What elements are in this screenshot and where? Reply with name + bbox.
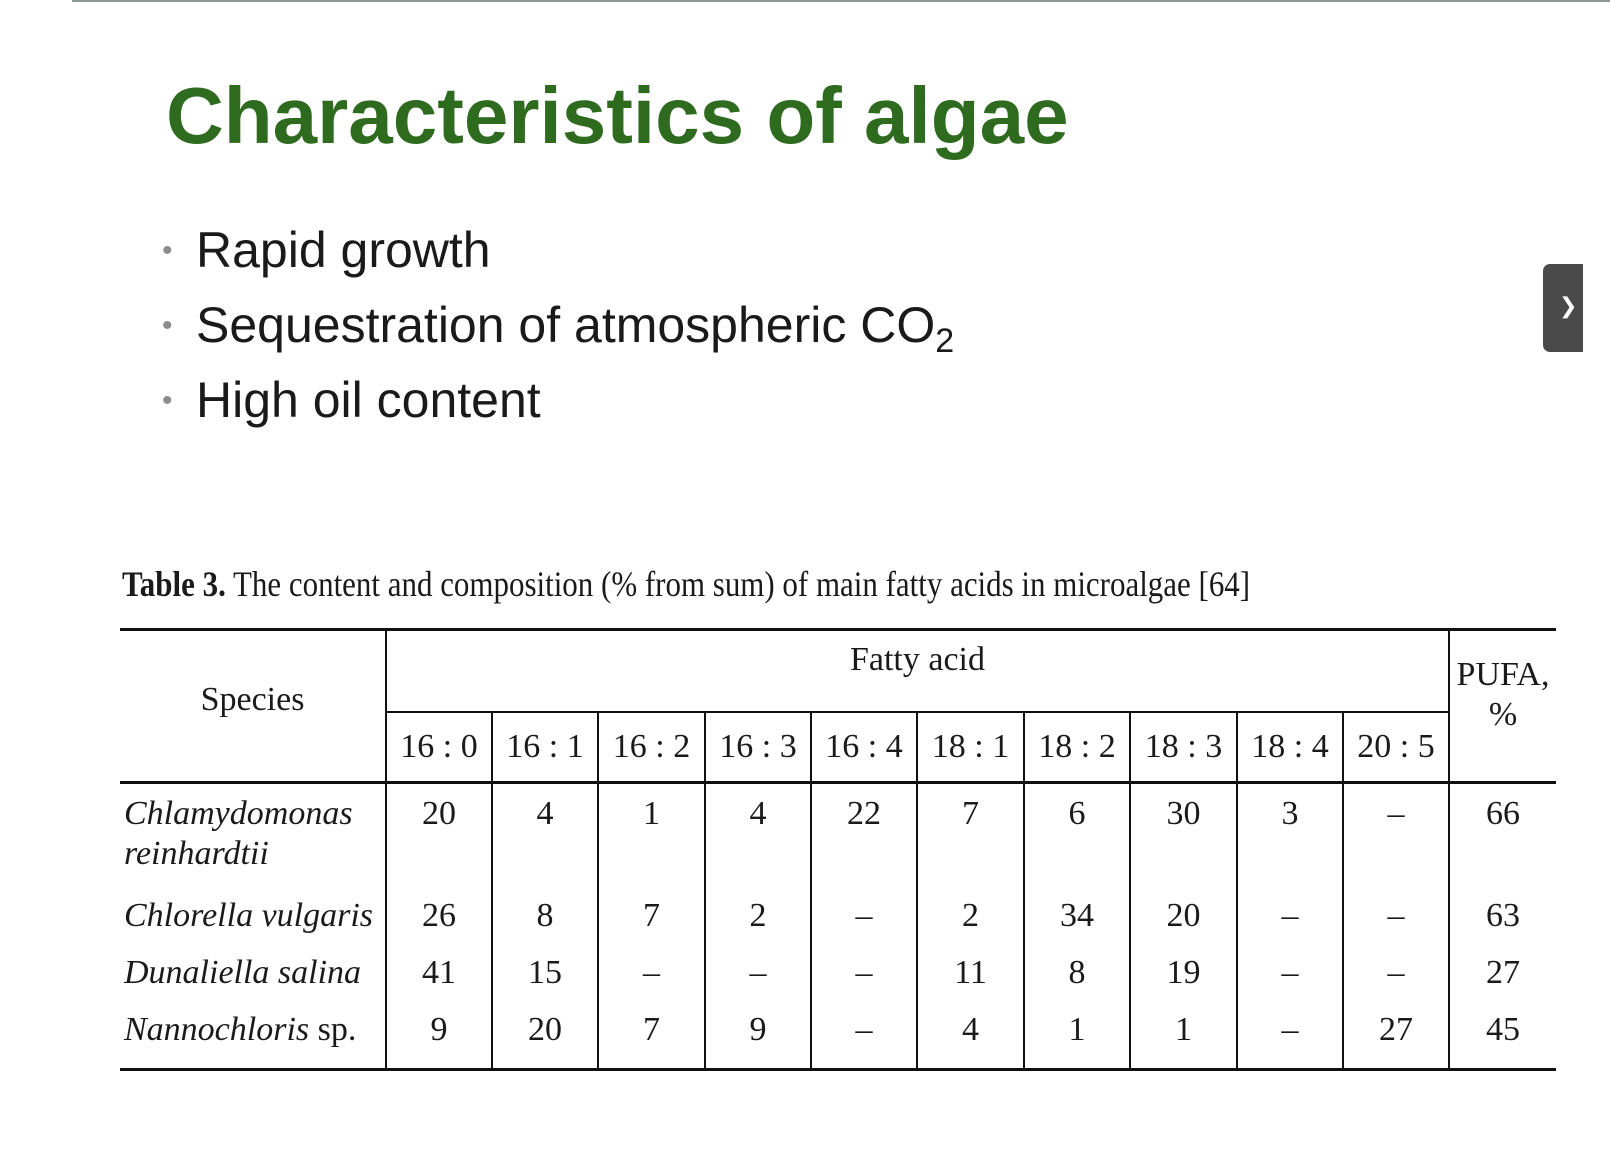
pufa-column-header: PUFA, % [1448, 628, 1556, 784]
value-cell: 2 [704, 894, 811, 951]
value-cell: 4 [704, 782, 811, 894]
value-cell: – [810, 1008, 917, 1071]
acid-column-header: 18 : 1 [916, 711, 1024, 784]
value-cell: 9 [704, 1008, 811, 1071]
table-caption: Table 3. The content and composition (% … [122, 562, 1250, 606]
pufa-cell: 27 [1448, 951, 1556, 1008]
value-cell: 22 [810, 782, 917, 894]
acid-column-header: 20 : 5 [1342, 711, 1449, 784]
acid-column-header: 16 : 2 [597, 711, 705, 784]
value-cell: 8 [1023, 951, 1130, 1008]
value-cell: 34 [1023, 894, 1130, 951]
value-cell: 7 [597, 894, 705, 951]
species-name: Chlorella vulgaris [124, 897, 374, 934]
value-cell: 1 [1129, 1008, 1237, 1071]
pufa-header-line2: % [1488, 696, 1518, 733]
pufa-cell: 63 [1448, 894, 1556, 951]
table-row: Nannochloris sp. 9 20 7 9 – 4 1 1 – 27 4… [120, 1008, 1556, 1071]
acid-column-header: 16 : 4 [810, 711, 917, 784]
species-column-header: Species [120, 628, 386, 784]
chevron-right-icon: ❯ [1559, 294, 1578, 319]
species-cell: Chlamydomonas reinhardtii [120, 783, 386, 895]
value-cell: – [1342, 782, 1449, 894]
bullet-dot-icon: • [162, 234, 173, 267]
value-cell: 6 [1023, 782, 1130, 894]
value-cell: – [1342, 951, 1449, 1008]
value-cell: 9 [385, 1008, 492, 1071]
value-cell: 4 [491, 782, 598, 894]
value-cell: – [1236, 1008, 1343, 1071]
acid-column-header: 18 : 3 [1129, 711, 1237, 784]
acid-column-header: 18 : 4 [1236, 711, 1343, 784]
acid-column-header: 16 : 0 [385, 711, 492, 784]
table-row: Chlorella vulgaris 26 8 7 2 – 2 34 20 – … [120, 894, 1556, 951]
table-row: Chlamydomonas reinhardtii 20 4 1 4 22 7 … [120, 782, 1556, 895]
species-name: Dunaliella salina [124, 954, 362, 991]
species-name: Chlamydomonas [124, 795, 353, 832]
value-cell: 8 [491, 894, 598, 951]
value-cell: 2 [916, 894, 1024, 951]
bullet-text: Sequestration of atmospheric CO [196, 297, 936, 353]
bullet-item: • Rapid growth [162, 213, 954, 288]
table-caption-text: The content and composition (% from sum)… [233, 564, 1251, 604]
value-cell: 27 [1342, 1008, 1449, 1071]
bullet-text: Rapid growth [196, 222, 491, 278]
species-suffix: sp. [309, 1011, 357, 1048]
acid-column-header: 16 : 1 [491, 711, 598, 784]
acid-column-header: 16 : 3 [704, 711, 811, 784]
species-cell: Dunaliella salina [120, 951, 386, 1008]
species-cell: Nannochloris sp. [120, 1008, 386, 1071]
value-cell: 30 [1129, 782, 1237, 894]
value-cell: – [1236, 894, 1343, 951]
fatty-acid-group-header: Fatty acid [385, 628, 1449, 712]
acid-column-header: 18 : 2 [1023, 711, 1130, 784]
value-cell: 19 [1129, 951, 1237, 1008]
pufa-cell: 45 [1448, 1008, 1556, 1071]
side-panel-toggle-button[interactable]: ❯ [1543, 264, 1583, 352]
value-cell: 26 [385, 894, 492, 951]
value-cell: 20 [1129, 894, 1237, 951]
table-caption-label: Table 3. [122, 564, 226, 604]
value-cell: 1 [597, 782, 705, 894]
value-cell: 20 [491, 1008, 598, 1071]
value-cell: 7 [916, 782, 1024, 894]
value-cell: 11 [916, 951, 1024, 1008]
value-cell: 1 [1023, 1008, 1130, 1071]
bullet-dot-icon: • [162, 309, 173, 342]
bullet-list: • Rapid growth • Sequestration of atmosp… [162, 213, 954, 438]
value-cell: – [810, 894, 917, 951]
value-cell: 15 [491, 951, 598, 1008]
value-cell: 20 [385, 782, 492, 894]
table-row: Dunaliella salina 41 15 – – – 11 8 19 – … [120, 951, 1556, 1008]
value-cell: – [597, 951, 705, 1008]
pufa-header-line1: PUFA, [1456, 656, 1550, 693]
pufa-cell: 66 [1448, 782, 1556, 894]
value-cell: – [1236, 951, 1343, 1008]
bullet-item: • Sequestration of atmospheric CO2 [162, 288, 954, 363]
bullet-text: High oil content [196, 372, 541, 428]
value-cell: 4 [916, 1008, 1024, 1071]
value-cell: 3 [1236, 782, 1343, 894]
species-name-line2: reinhardtii [124, 835, 269, 872]
value-cell: – [1342, 894, 1449, 951]
species-cell: Chlorella vulgaris [120, 894, 386, 951]
value-cell: 7 [597, 1008, 705, 1071]
subscript: 2 [935, 322, 955, 360]
value-cell: 41 [385, 951, 492, 1008]
species-name: Nannochloris [124, 1011, 310, 1048]
bullet-dot-icon: • [162, 384, 173, 417]
bullet-item: • High oil content [162, 363, 954, 438]
fatty-acid-table: Species Fatty acid PUFA, % 16 : 0 16 : 1… [120, 628, 1556, 1071]
top-rule [72, 0, 1610, 2]
slide-title: Characteristics of algae [166, 71, 1069, 160]
value-cell: – [704, 951, 811, 1008]
value-cell: – [810, 951, 917, 1008]
